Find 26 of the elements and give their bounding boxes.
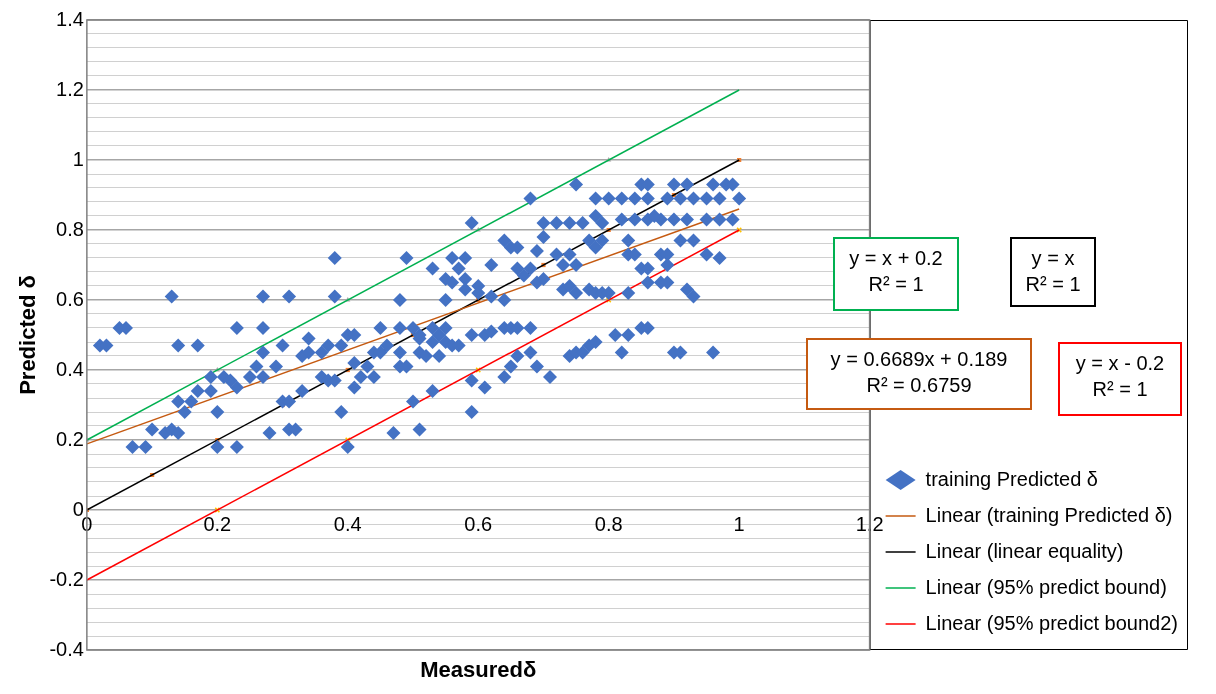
legend-label: training Predicted δ — [925, 467, 1098, 490]
x-axis-title: Measuredδ — [420, 657, 537, 683]
x-tick-label: 0.6 — [464, 512, 493, 535]
y-tick-label: 0 — [72, 497, 84, 520]
annotation: y = x + 0.2 R² = 1 — [833, 237, 959, 311]
y-tick-label: -0.4 — [49, 637, 84, 660]
text: y = x R² = 1 — [1010, 237, 1096, 307]
y-tick-label: 0.4 — [56, 357, 84, 380]
y-tick-label: 0.6 — [56, 287, 84, 310]
x-tick-label: 1 — [733, 512, 745, 535]
text: y = x - 0.2 R² = 1 — [1058, 342, 1182, 416]
y-tick-label: 1 — [72, 147, 84, 170]
legend-label: Linear (training Predicted δ) — [925, 503, 1173, 526]
y-tick-label: 1.2 — [56, 77, 84, 100]
legend-label: Linear (linear equality) — [925, 539, 1124, 562]
y-tick-label: 1.4 — [56, 7, 84, 30]
y-tick-label: -0.2 — [49, 567, 84, 590]
y-tick-label: 0.8 — [56, 217, 84, 240]
annotation: y = 0.6689x + 0.189 R² = 0.6759 — [806, 338, 1032, 410]
x-tick-label: 0.2 — [203, 512, 232, 535]
y-tick-label: 0.2 — [56, 427, 84, 450]
legend-label: Linear (95% predict bound2) — [925, 611, 1179, 634]
x-tick-label: 0.8 — [594, 512, 623, 535]
y-axis-title: Predicted δ — [15, 275, 41, 395]
legend-label: Linear (95% predict bound) — [925, 575, 1167, 598]
x-tick-label: 0.4 — [333, 512, 362, 535]
